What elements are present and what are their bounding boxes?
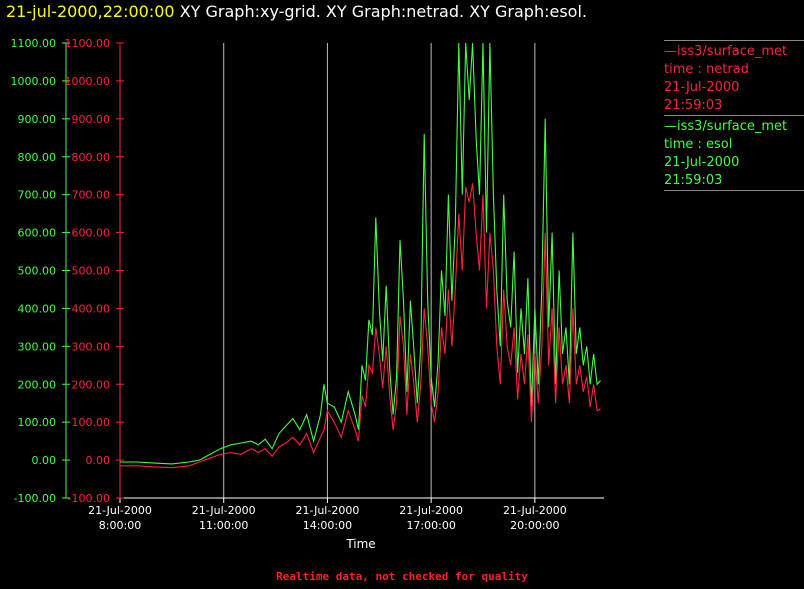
y-tick-label-esol: 1100.00 xyxy=(11,37,57,50)
legend-date: 21-Jul-2000 xyxy=(664,155,740,170)
y-tick-label-netrad: 200.00 xyxy=(72,378,111,391)
legend-date: 21-Jul-2000 xyxy=(664,80,740,95)
x-tick-label-time: 17:00:00 xyxy=(406,519,455,532)
legend-source: —iss3/surface_met xyxy=(664,44,788,59)
series-line-esol xyxy=(120,42,601,465)
x-tick-label-time: 8:00:00 xyxy=(99,519,141,532)
legend-variable: time : esol xyxy=(664,137,733,152)
legend: —iss3/surface_met time : netrad 21-Jul-2… xyxy=(664,40,804,191)
x-tick-label-date: 21-Jul-2000 xyxy=(88,504,152,517)
x-tick-label-time: 20:00:00 xyxy=(510,519,559,532)
y-tick-label-esol: 100.00 xyxy=(18,416,57,429)
chart-title: 21-jul-2000,22:00:00 XY Graph:xy-grid. X… xyxy=(6,2,587,21)
y-tick-label-esol: 300.00 xyxy=(18,340,57,353)
legend-entry-esol[interactable]: —iss3/surface_met time : esol 21-Jul-200… xyxy=(664,116,804,191)
y-tick-label-esol: 400.00 xyxy=(18,302,57,315)
legend-entry-netrad[interactable]: —iss3/surface_met time : netrad 21-Jul-2… xyxy=(664,40,804,116)
y-tick-label-netrad: 100.00 xyxy=(72,416,111,429)
x-tick-label-time: 14:00:00 xyxy=(303,519,352,532)
x-tick-label-time: 11:00:00 xyxy=(199,519,248,532)
y-tick-label-netrad: 600.00 xyxy=(72,227,111,240)
y-tick-label-esol: 0.00 xyxy=(32,454,57,467)
legend-source: —iss3/surface_met xyxy=(664,119,788,134)
x-axis-label: Time xyxy=(345,537,375,551)
x-tick-label-date: 21-Jul-2000 xyxy=(296,504,360,517)
x-tick-label-date: 21-Jul-2000 xyxy=(503,504,567,517)
y-tick-label-esol: 800.00 xyxy=(18,151,57,164)
y-tick-label-esol: 500.00 xyxy=(18,265,57,278)
series-line-netrad xyxy=(120,183,601,469)
y-tick-label-netrad: 900.00 xyxy=(72,113,111,126)
x-tick-label-date: 21-Jul-2000 xyxy=(192,504,256,517)
y-tick-label-netrad: 300.00 xyxy=(72,340,111,353)
y-tick-label-esol: 700.00 xyxy=(18,189,57,202)
axes: 21-Jul-2000 8:00:00 21-Jul-2000 11:00:00 21-… xyxy=(11,37,604,551)
y-tick-label-netrad: -100.00 xyxy=(68,492,110,505)
y-tick-label-netrad: 1100.00 xyxy=(65,37,111,50)
grid-lines xyxy=(223,43,536,498)
legend-variable: time : netrad xyxy=(664,62,749,77)
title-timestamp: 21-jul-2000,22:00:00 xyxy=(6,2,175,21)
y-tick-label-esol: -100.00 xyxy=(14,492,56,505)
legend-time: 21:59:03 xyxy=(664,173,723,188)
series-lines xyxy=(120,42,601,469)
y-tick-label-netrad: 700.00 xyxy=(72,189,111,202)
y-tick-label-netrad: 1000.00 xyxy=(65,75,111,88)
y-tick-label-netrad: 800.00 xyxy=(72,151,111,164)
y-tick-label-esol: 200.00 xyxy=(18,378,57,391)
y-tick-label-esol: 600.00 xyxy=(18,227,57,240)
legend-time: 21:59:03 xyxy=(664,98,723,113)
y-tick-label-netrad: 500.00 xyxy=(72,265,111,278)
quality-footnote: Realtime data, not checked for quality xyxy=(276,570,528,583)
y-tick-label-esol: 1000.00 xyxy=(11,75,57,88)
x-tick-label-date: 21-Jul-2000 xyxy=(399,504,463,517)
y-tick-label-netrad: 0.00 xyxy=(86,454,111,467)
title-graphs: XY Graph:xy-grid. XY Graph:netrad. XY Gr… xyxy=(179,2,587,21)
y-tick-label-esol: 900.00 xyxy=(18,113,57,126)
y-tick-label-netrad: 400.00 xyxy=(72,302,111,315)
